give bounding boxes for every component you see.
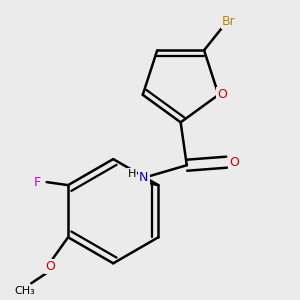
Text: O: O bbox=[217, 88, 227, 101]
Text: O: O bbox=[230, 156, 239, 169]
Text: N: N bbox=[139, 171, 148, 184]
Text: F: F bbox=[34, 176, 41, 189]
Text: Br: Br bbox=[222, 15, 236, 28]
Text: H: H bbox=[128, 169, 136, 179]
Text: CH₃: CH₃ bbox=[15, 286, 36, 296]
Text: O: O bbox=[45, 260, 55, 273]
